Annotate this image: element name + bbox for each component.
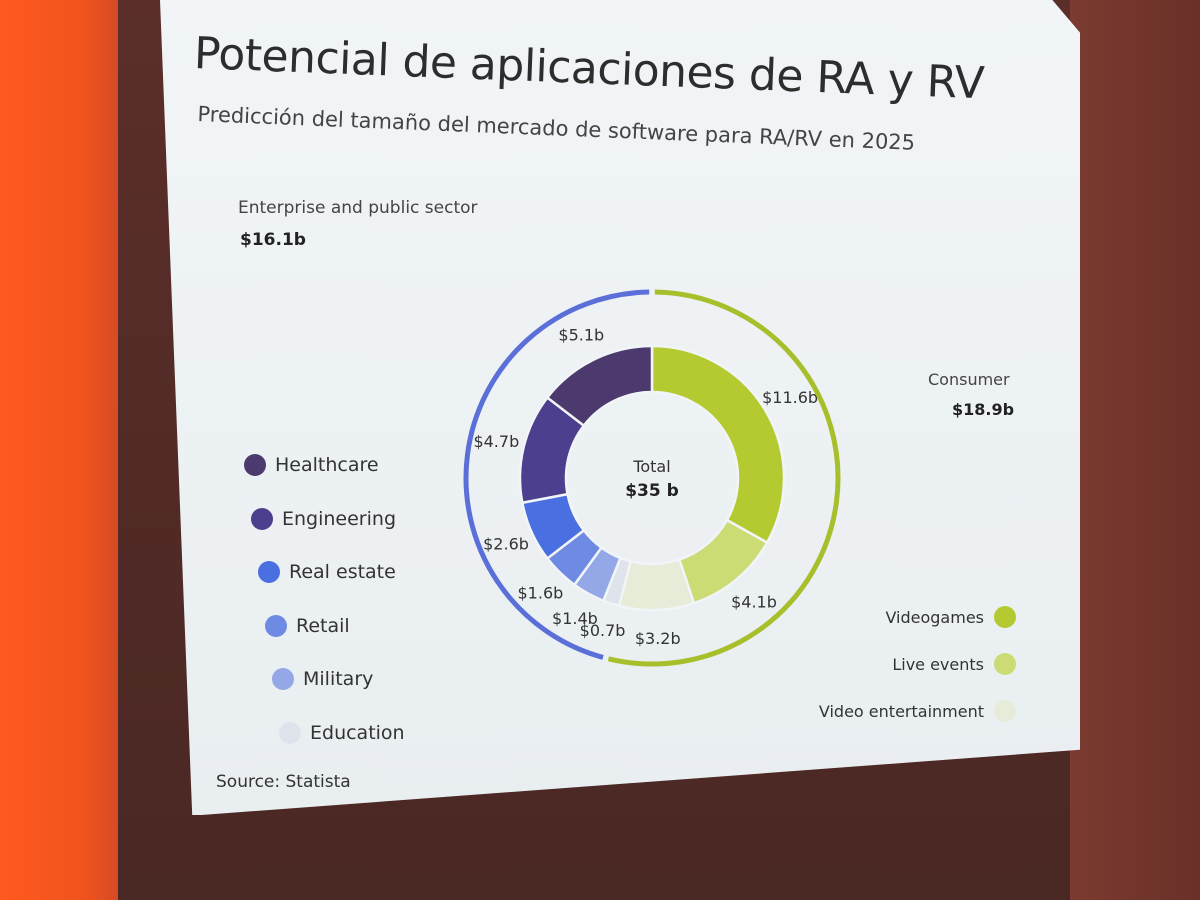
value-label-videogames: $11.6b [762, 388, 818, 407]
legend-item-live-events: Live events [892, 653, 1016, 675]
value-label-military: $1.4b [552, 609, 598, 628]
legend-item-engineering: Engineering [251, 507, 396, 530]
legend-label-military: Military [303, 668, 374, 690]
slice-healthcare [545, 344, 654, 428]
value-label-education: $0.7b [580, 621, 626, 640]
center-total: $35 b [625, 481, 679, 501]
legend-swatch-live-events [994, 653, 1016, 675]
projection-screen [160, 0, 1080, 815]
group-arc-enterprise [463, 289, 650, 660]
legend-item-retail: Retail [265, 614, 350, 637]
legend-label-education: Education [310, 721, 405, 744]
legend-swatch-engineering [251, 507, 273, 530]
legend-swatch-healthcare [244, 454, 266, 476]
legend-swatch-videogames [994, 606, 1016, 628]
legend-swatch-retail [265, 614, 287, 637]
background-wall-left [0, 0, 140, 900]
legend-label-retail: Retail [296, 614, 350, 637]
legend-label-real-estate: Real estate [289, 561, 396, 583]
legend-swatch-education [279, 721, 301, 744]
slice-videogames [650, 344, 786, 545]
legend-swatch-real-estate [258, 561, 280, 583]
legend-item-videogames: Videogames [885, 606, 1016, 628]
consumer-group-total: $18.9b [952, 400, 1015, 419]
legend-item-real-estate: Real estate [258, 561, 396, 583]
value-label-healthcare: $5.1b [558, 325, 604, 344]
legend-item-education: Education [279, 721, 405, 744]
background-wall-right [1070, 0, 1200, 900]
enterprise-group-total: $16.1b [240, 230, 306, 250]
value-label-live-events: $4.1b [731, 592, 777, 611]
legend-swatch-military [272, 668, 294, 690]
legend-label-healthcare: Healthcare [275, 454, 379, 476]
center-label: Total [632, 457, 670, 476]
legend-label-live-events: Live events [892, 654, 984, 674]
legend-swatch-video-entertainment [994, 700, 1016, 722]
chart-source: Source: Statista [216, 772, 351, 792]
legend-label-engineering: Engineering [282, 507, 396, 530]
enterprise-group-title: Enterprise and public sector [238, 198, 478, 218]
value-label-video-entertainment: $3.2b [635, 629, 681, 648]
legend-item-military: Military [272, 668, 373, 690]
legend-item-healthcare: Healthcare [244, 454, 379, 476]
group-arc-consumer [607, 289, 841, 667]
value-label-retail: $1.6b [518, 584, 564, 603]
legend-label-videogames: Videogames [885, 607, 984, 627]
legend-label-video-entertainment: Video entertainment [818, 701, 984, 721]
legend-item-video-entertainment: Video entertainment [819, 700, 1016, 722]
value-label-real-estate: $2.6b [483, 535, 529, 554]
value-label-engineering: $4.7b [473, 432, 519, 451]
consumer-group-title: Consumer [928, 370, 1010, 389]
